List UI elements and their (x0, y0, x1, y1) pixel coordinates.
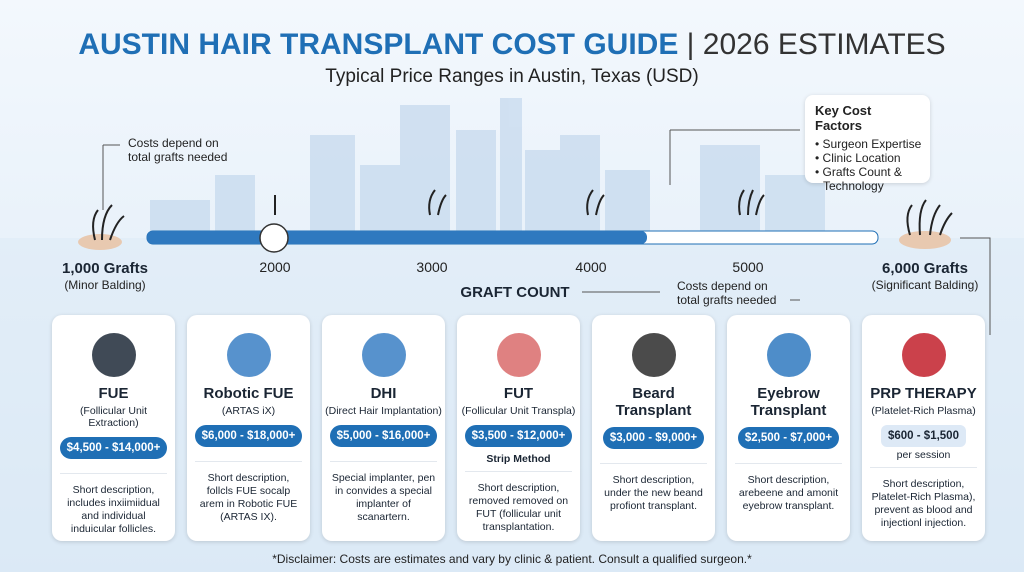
card-description: Short description, under the new beand p… (600, 463, 707, 513)
key-factor: • Clinic Location (815, 151, 901, 165)
card-icon (766, 333, 811, 377)
card-icon (631, 333, 676, 377)
card-subtitle: (Direct Hair Implantation) (325, 405, 442, 417)
card-title: Robotic FUE (203, 385, 294, 402)
card-price: $6,000 - $18,000+ (194, 425, 303, 447)
card-description: Special implanter, pen in convides a spe… (330, 461, 437, 524)
card-subtitle: (Platelet-Rich Plasma) (871, 405, 976, 417)
subtitle: Typical Price Ranges in Austin, Texas (U… (325, 66, 699, 87)
card-icon (496, 333, 541, 377)
card: Beard Transplant $3,000 - $9,000+ Short de… (592, 315, 715, 541)
card-description: Short description, removed removed on FU… (465, 471, 572, 534)
slider-tick: 4000 (575, 259, 607, 275)
slider-tick: 5000 (732, 259, 764, 275)
card-extra: Strip Method (486, 453, 551, 465)
card-price: $3,500 - $12,000+ (464, 425, 573, 447)
card-description: Short description, includes inxiimiidual… (60, 473, 167, 536)
card-title: Eyebrow Transplant (750, 385, 827, 419)
card: Robotic FUE (ARTAS iX) $6,000 - $18,000+ Sh… (187, 315, 310, 541)
card: PRP THERAPY (Platelet-Rich Plasma) $600 - … (862, 315, 985, 541)
key-factor: • Surgeon Expertise (815, 137, 922, 151)
key-factors-title: Key Cost Factors (815, 103, 872, 133)
card-description: Short description, Platelet-Rich Plasma)… (870, 467, 977, 530)
card-price: $600 - $1,500 (881, 425, 966, 447)
card: FUT (Follicular Unit Transpla) $3,500 - $1… (457, 315, 580, 541)
card-subtitle: (Follicular Unit Extraction) (79, 405, 148, 429)
title-main: AUSTIN HAIR TRANSPLANT COST GUIDE (78, 28, 679, 61)
card-icon (226, 333, 271, 377)
card-price: $4,500 - $14,000+ (59, 437, 168, 459)
slider-start: 1,000 Grafts (62, 260, 148, 277)
title-suffix: | 2026 ESTIMATES (686, 28, 946, 61)
card-icon (901, 333, 946, 377)
note: Costs depend on total grafts needed (677, 279, 777, 307)
slider-tick: 3000 (416, 259, 448, 275)
card: FUE (Follicular Unit Extraction) $4,500 - … (52, 315, 175, 541)
card-icon (361, 333, 406, 377)
title: AUSTIN HAIR TRANSPLANT COST GUIDE | 2026… (0, 28, 1024, 62)
card-icon (91, 333, 136, 377)
card-description: Short description, follcls FUE socalp ar… (195, 461, 302, 524)
axis-label: GRAFT COUNT (460, 284, 570, 301)
card-price: $3,000 - $9,000+ (602, 427, 705, 449)
slider-tick: 2000 (259, 259, 291, 275)
slider-start-note: (Minor Balding) (64, 278, 146, 292)
card-subtitle: (Follicular Unit Transpla) (461, 405, 576, 417)
note: Costs depend on total grafts needed (128, 136, 228, 164)
card-title: DHI (370, 385, 397, 402)
card: Eyebrow Transplant $2,500 - $7,000+ Short … (727, 315, 850, 541)
key-factors: Key Cost Factors • Surgeon Expertise • Cl… (805, 95, 930, 193)
card-title: Beard Transplant (615, 385, 692, 419)
key-factors-list: • Surgeon Expertise • Clinic Location • Gr… (815, 137, 930, 193)
card-title: FUE (98, 385, 129, 402)
key-factor: • Grafts Count & Technology (815, 165, 902, 193)
disclaimer: *Disclaimer: Costs are estimates and var… (272, 552, 752, 566)
card-price: $2,500 - $7,000+ (737, 427, 840, 449)
card-extra: per session (896, 449, 951, 461)
card: DHI (Direct Hair Implantation) $5,000 - $1… (322, 315, 445, 541)
card-price: $5,000 - $16,000+ (329, 425, 438, 447)
slider-end: 6,000 Grafts (882, 260, 968, 277)
slider-end-note: (Significant Balding) (871, 278, 979, 292)
card-title: PRP THERAPY (870, 385, 977, 402)
card-description: Short description, arebeene and amonit e… (735, 463, 842, 513)
card-subtitle: (ARTAS iX) (221, 405, 276, 417)
card-title: FUT (503, 385, 534, 402)
